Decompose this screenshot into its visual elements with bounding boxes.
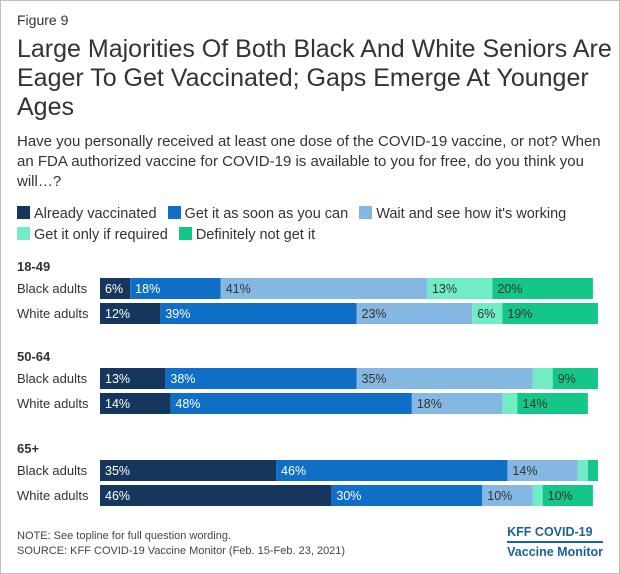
- bar-segment: [502, 393, 518, 414]
- figure-label: Figure 9: [17, 12, 69, 28]
- bar-segment: [100, 303, 161, 324]
- bar-value-label: 14%: [522, 397, 547, 411]
- legend-item-definitely-not: Definitely not get it: [178, 225, 316, 246]
- bar-segment: [532, 485, 543, 506]
- row-label: White adults: [17, 488, 89, 503]
- legend-swatch: [178, 227, 192, 240]
- bar-segment: [552, 368, 598, 389]
- stacked-bar-chart: 18-49 Black adults 6% 18% 41% 13% 20% White adu…: [17, 259, 598, 506]
- row-label: White adults: [17, 396, 89, 411]
- bar-value-label: 46%: [105, 489, 130, 503]
- bar-value-label: 9%: [558, 372, 576, 386]
- bar-segment: [577, 460, 588, 481]
- bar-segment: [170, 393, 412, 414]
- age-group-label: 18-49: [17, 259, 50, 274]
- legend-label: Already vaccinated: [34, 206, 157, 222]
- bar-segment: [502, 303, 598, 324]
- legend-item-already-vaccinated: Already vaccinated: [17, 204, 157, 225]
- kff-brand-logo: KFF COVID-19 Vaccine Monitor: [507, 525, 603, 560]
- chart-subtitle: Have you personally received at least on…: [17, 133, 601, 190]
- bar-segment: [331, 485, 483, 506]
- row-label: Black adults: [17, 463, 88, 478]
- legend-item-wait-and-see: Wait and see how it's working: [359, 204, 566, 225]
- legend-swatch: [167, 206, 181, 219]
- brand-rule: [507, 541, 603, 543]
- legend-label: Wait and see how it's working: [376, 206, 567, 222]
- bar-value-label: 39%: [165, 307, 190, 321]
- bar-value-label: 48%: [175, 397, 200, 411]
- bar-segment: [542, 485, 593, 506]
- bar-segment: [507, 460, 578, 481]
- legend-swatch: [17, 206, 30, 219]
- bar-segment: [532, 368, 553, 389]
- bar-segment: [100, 485, 332, 506]
- bar-value-label: 19%: [507, 307, 532, 321]
- source-text: SOURCE: KFF COVID-19 Vaccine Monitor (Fe…: [17, 545, 346, 557]
- bar-value-label: 13%: [105, 372, 130, 386]
- row-label: Black adults: [17, 281, 88, 296]
- bar-value-label: 10%: [487, 489, 512, 503]
- chart-title: Large Majorities Of Both Black And White…: [17, 35, 612, 121]
- bar-segment: [220, 278, 427, 299]
- bar-segment: [492, 278, 593, 299]
- bar-value-label: 12%: [105, 307, 130, 321]
- bar-segment: [482, 485, 533, 506]
- bar-value-label: 23%: [362, 307, 387, 321]
- bar-value-label: 38%: [170, 372, 195, 386]
- bar-segment: [411, 393, 503, 414]
- legend-swatch: [359, 206, 373, 219]
- bar-value-label: 6%: [105, 282, 123, 296]
- brand-line-1: KFF COVID-19: [507, 525, 593, 539]
- bar-segment: [100, 393, 171, 414]
- bar-value-label: 41%: [226, 282, 251, 296]
- bar-segment: [517, 393, 588, 414]
- chart-notes: NOTE: See topline for full question word…: [17, 529, 345, 559]
- bar-value-label: 14%: [105, 397, 130, 411]
- legend-label: Definitely not get it: [195, 227, 316, 243]
- bar-value-label: 20%: [497, 282, 522, 296]
- bar-segment: [356, 368, 533, 389]
- bar-segment: [165, 368, 357, 389]
- age-group-label: 50-64: [17, 349, 51, 364]
- bar-value-label: 13%: [432, 282, 457, 296]
- legend-label: Get it only if required: [34, 227, 168, 243]
- bar-segment: [100, 278, 131, 299]
- bar-segment: [130, 278, 221, 299]
- legend-swatch: [17, 227, 30, 240]
- bar-value-label: 35%: [105, 464, 130, 478]
- bar-segment: [100, 368, 166, 389]
- bar-segment: [356, 303, 473, 324]
- legend: Already vaccinated Get it as soon as you…: [17, 204, 612, 246]
- brand-line-2: Vaccine Monitor: [507, 545, 603, 559]
- age-group-label: 65+: [17, 441, 39, 456]
- bar-value-label: 30%: [336, 489, 361, 503]
- bar-segment: [160, 303, 357, 324]
- note-text: NOTE: See topline for full question word…: [17, 530, 232, 542]
- bar-segment: [276, 460, 508, 481]
- row-label: White adults: [17, 306, 89, 321]
- legend-item-asap: Get it as soon as you can: [167, 204, 349, 225]
- bar-value-label: 6%: [477, 307, 495, 321]
- bar-value-label: 18%: [417, 397, 442, 411]
- bar-segment: [472, 303, 503, 324]
- bar-value-label: 14%: [512, 464, 537, 478]
- bar-segment: [100, 460, 277, 481]
- bar-value-label: 46%: [281, 464, 306, 478]
- bar-value-label: 10%: [548, 489, 573, 503]
- bar-value-label: 35%: [362, 372, 387, 386]
- bar-segment: [587, 460, 598, 481]
- bar-segment: [426, 278, 493, 299]
- legend-item-only-if-required: Get it only if required: [17, 225, 168, 246]
- legend-label: Get it as soon as you can: [184, 206, 349, 222]
- bar-value-label: 18%: [135, 282, 160, 296]
- row-label: Black adults: [17, 371, 88, 386]
